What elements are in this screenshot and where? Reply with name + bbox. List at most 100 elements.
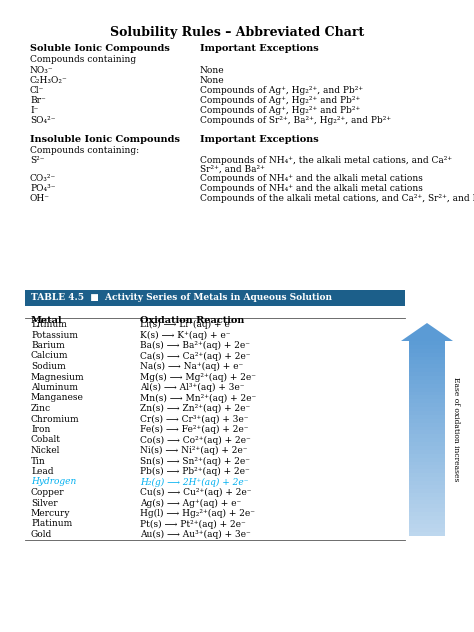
Text: S²⁻: S²⁻ (30, 156, 45, 165)
Bar (409, 496, 445, 501)
Text: Pt(s) ⟶ Pt²⁺(aq) + 2e⁻: Pt(s) ⟶ Pt²⁺(aq) + 2e⁻ (140, 520, 246, 528)
Text: Compounds of Ag⁺, Hg₂²⁺ and Pb²⁺: Compounds of Ag⁺, Hg₂²⁺ and Pb²⁺ (200, 106, 360, 115)
Bar (409, 461, 445, 466)
Text: Hg(l) ⟶ Hg₂²⁺(aq) + 2e⁻: Hg(l) ⟶ Hg₂²⁺(aq) + 2e⁻ (140, 509, 255, 518)
Bar (409, 507, 445, 512)
Bar (409, 473, 445, 477)
Bar (409, 477, 445, 481)
Bar (409, 352, 445, 356)
Text: Compounds of NH₄⁺ and the alkali metal cations: Compounds of NH₄⁺ and the alkali metal c… (200, 174, 423, 183)
Text: Lead: Lead (31, 467, 54, 476)
Text: Potassium: Potassium (31, 331, 78, 339)
Bar (409, 500, 445, 504)
Bar (409, 527, 445, 532)
Text: Copper: Copper (31, 488, 64, 497)
Text: Cl⁻: Cl⁻ (30, 86, 45, 95)
Text: Solubility Rules – Abbreviated Chart: Solubility Rules – Abbreviated Chart (110, 26, 364, 39)
Text: TABLE 4.5  ■  Activity Series of Metals in Aqueous Solution: TABLE 4.5 ■ Activity Series of Metals in… (31, 293, 332, 303)
Text: CO₃²⁻: CO₃²⁻ (30, 174, 56, 183)
Text: Cobalt: Cobalt (31, 435, 61, 444)
Bar (409, 391, 445, 396)
Text: Compounds of the alkali metal cations, and Ca²⁺, Sr²⁺, and Ba²⁺: Compounds of the alkali metal cations, a… (200, 194, 474, 203)
Bar (409, 360, 445, 364)
Text: None: None (200, 66, 225, 75)
Text: K(s) ⟶ K⁺(aq) + e⁻: K(s) ⟶ K⁺(aq) + e⁻ (140, 331, 230, 339)
Text: Compounds containing: Compounds containing (30, 55, 136, 64)
Bar (409, 434, 445, 438)
Bar (409, 418, 445, 423)
Bar (409, 379, 445, 384)
Text: Zinc: Zinc (31, 404, 51, 413)
Bar (409, 387, 445, 392)
Bar (409, 480, 445, 485)
Bar (409, 403, 445, 407)
Bar (409, 516, 445, 520)
Text: Silver: Silver (31, 499, 58, 507)
Text: Tin: Tin (31, 456, 46, 466)
Text: Zn(s) ⟶ Zn²⁺(aq) + 2e⁻: Zn(s) ⟶ Zn²⁺(aq) + 2e⁻ (140, 404, 250, 413)
Text: Calcium: Calcium (31, 351, 69, 360)
Text: Nickel: Nickel (31, 446, 60, 455)
Text: I⁻: I⁻ (30, 106, 38, 115)
Text: Co(s) ⟶ Co²⁺(aq) + 2e⁻: Co(s) ⟶ Co²⁺(aq) + 2e⁻ (140, 435, 251, 445)
Text: C₂H₃O₂⁻: C₂H₃O₂⁻ (30, 76, 68, 85)
Text: Mn(s) ⟶ Mn²⁺(aq) + 2e⁻: Mn(s) ⟶ Mn²⁺(aq) + 2e⁻ (140, 394, 256, 403)
Bar (409, 415, 445, 419)
Bar (409, 523, 445, 528)
Bar (409, 406, 445, 411)
Bar (409, 449, 445, 454)
Bar (409, 368, 445, 372)
Bar (409, 375, 445, 380)
Bar (409, 344, 445, 349)
Bar (409, 485, 445, 489)
Text: Compounds of Ag⁺, Hg₂²⁺, and Pb²⁺: Compounds of Ag⁺, Hg₂²⁺, and Pb²⁺ (200, 86, 363, 95)
Text: Soluble Ionic Compounds: Soluble Ionic Compounds (30, 44, 170, 53)
Bar (409, 438, 445, 442)
Text: Hydrogen: Hydrogen (31, 478, 76, 487)
Text: PO₄³⁻: PO₄³⁻ (30, 184, 55, 193)
Text: Platinum: Platinum (31, 520, 72, 528)
Text: Compounds of NH₄⁺, the alkali metal cations, and Ca²⁺: Compounds of NH₄⁺, the alkali metal cati… (200, 156, 452, 165)
Bar (409, 426, 445, 430)
Text: Cr(s) ⟶ Cr³⁺(aq) + 3e⁻: Cr(s) ⟶ Cr³⁺(aq) + 3e⁻ (140, 415, 248, 423)
Text: Ease of oxidation increases: Ease of oxidation increases (452, 377, 460, 482)
Text: Ca(s) ⟶ Ca²⁺(aq) + 2e⁻: Ca(s) ⟶ Ca²⁺(aq) + 2e⁻ (140, 351, 250, 361)
Bar (409, 465, 445, 470)
Text: Pb(s) ⟶ Pb²⁺(aq) + 2e⁻: Pb(s) ⟶ Pb²⁺(aq) + 2e⁻ (140, 467, 250, 476)
Text: Cu(s) ⟶ Cu²⁺(aq) + 2e⁻: Cu(s) ⟶ Cu²⁺(aq) + 2e⁻ (140, 488, 252, 497)
Bar (409, 512, 445, 516)
Text: Ba(s) ⟶ Ba²⁺(aq) + 2e⁻: Ba(s) ⟶ Ba²⁺(aq) + 2e⁻ (140, 341, 250, 350)
Text: Compounds of Sr²⁺, Ba²⁺, Hg₂²⁺, and Pb²⁺: Compounds of Sr²⁺, Ba²⁺, Hg₂²⁺, and Pb²⁺ (200, 116, 391, 125)
Bar (409, 446, 445, 450)
Text: Li(s) ⟶ Li⁺(aq) + e⁻: Li(s) ⟶ Li⁺(aq) + e⁻ (140, 320, 235, 329)
Text: Mg(s) ⟶ Mg²⁺(aq) + 2e⁻: Mg(s) ⟶ Mg²⁺(aq) + 2e⁻ (140, 372, 256, 382)
Bar (409, 531, 445, 535)
Text: Compounds containing:: Compounds containing: (30, 146, 139, 155)
Text: Al(s) ⟶ Al³⁺(aq) + 3e⁻: Al(s) ⟶ Al³⁺(aq) + 3e⁻ (140, 383, 245, 392)
Text: Manganese: Manganese (31, 394, 84, 403)
Text: Sodium: Sodium (31, 362, 66, 371)
Text: Magnesium: Magnesium (31, 372, 85, 382)
Text: Barium: Barium (31, 341, 65, 350)
Bar (409, 442, 445, 446)
Text: Br⁻: Br⁻ (30, 96, 46, 105)
Text: Sn(s) ⟶ Sn²⁺(aq) + 2e⁻: Sn(s) ⟶ Sn²⁺(aq) + 2e⁻ (140, 456, 250, 466)
Text: Mercury: Mercury (31, 509, 71, 518)
Text: OH⁻: OH⁻ (30, 194, 50, 203)
Text: NO₃⁻: NO₃⁻ (30, 66, 54, 75)
Bar (409, 364, 445, 368)
Bar (409, 348, 445, 353)
Text: Sr²⁺, and Ba²⁺: Sr²⁺, and Ba²⁺ (200, 165, 265, 174)
Bar (409, 453, 445, 458)
Bar (409, 356, 445, 360)
Text: Gold: Gold (31, 530, 52, 539)
Bar (409, 457, 445, 461)
Text: SO₄²⁻: SO₄²⁻ (30, 116, 55, 125)
Text: Lithium: Lithium (31, 320, 67, 329)
Text: H₂(g) ⟶ 2H⁺(aq) + 2e⁻: H₂(g) ⟶ 2H⁺(aq) + 2e⁻ (140, 478, 248, 487)
Text: Na(s) ⟶ Na⁺(aq) + e⁻: Na(s) ⟶ Na⁺(aq) + e⁻ (140, 362, 243, 371)
Bar (409, 383, 445, 387)
Text: Important Exceptions: Important Exceptions (200, 135, 319, 144)
Text: Fe(s) ⟶ Fe²⁺(aq) + 2e⁻: Fe(s) ⟶ Fe²⁺(aq) + 2e⁻ (140, 425, 248, 434)
Text: Compounds of NH₄⁺ and the alkali metal cations: Compounds of NH₄⁺ and the alkali metal c… (200, 184, 423, 193)
